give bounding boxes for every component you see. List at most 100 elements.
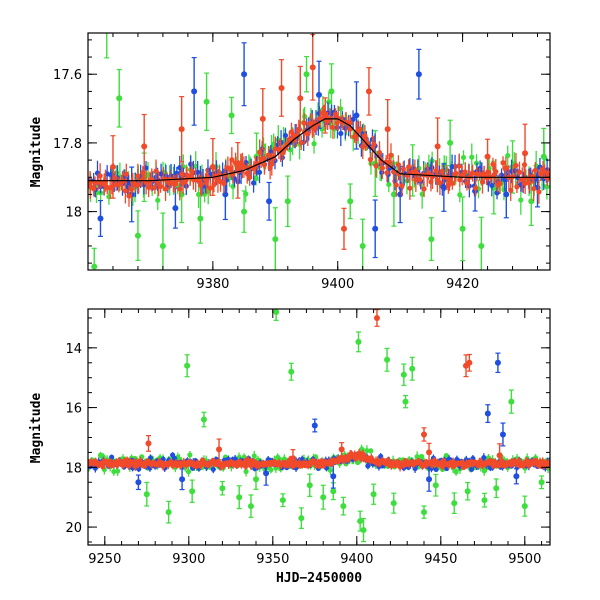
green-outlier-point	[189, 488, 196, 495]
blue-outlier-point	[426, 476, 433, 483]
red-outlier-point	[145, 440, 152, 447]
green-data-point	[505, 152, 511, 159]
green-outlier-point	[400, 371, 407, 378]
green-outlier-point	[340, 503, 347, 510]
green-outlier-point	[478, 242, 485, 249]
red-outlier-point	[141, 143, 148, 150]
red-data-point	[360, 143, 366, 150]
red-outlier-point	[340, 225, 347, 232]
green-outlier-point	[447, 139, 454, 146]
blue-data-point	[210, 466, 216, 472]
green-outlier-point	[320, 494, 327, 501]
x-tick-label: 9400	[340, 552, 373, 567]
green-data-point	[364, 447, 370, 454]
red-data-point	[456, 163, 462, 169]
red-data-point	[537, 171, 543, 177]
red-data-point	[464, 180, 470, 186]
green-outlier-point	[508, 398, 515, 405]
red-data-point	[531, 186, 537, 192]
red-data-point	[400, 166, 406, 172]
red-data-point	[429, 174, 436, 180]
x-tick-label: 9400	[321, 277, 354, 292]
red-data-point	[373, 163, 379, 169]
red-data-point	[334, 120, 340, 126]
red-data-point	[305, 131, 311, 137]
y-tick-label: 20	[65, 521, 82, 536]
green-data-point	[311, 141, 317, 147]
red-data-point	[388, 152, 394, 158]
green-outlier-point	[459, 225, 466, 232]
top-axis-frame	[87, 32, 551, 271]
blue-outlier-point	[172, 205, 179, 212]
red-data-point	[298, 140, 304, 146]
red-outlier-point	[421, 431, 427, 438]
green-outlier-point	[540, 153, 547, 160]
red-data-point	[514, 184, 520, 190]
red-data-point	[462, 169, 468, 175]
y-tick-label: 18	[65, 461, 82, 476]
green-data-point	[518, 197, 524, 203]
red-data-point	[395, 162, 401, 168]
blue-data-point	[350, 116, 356, 122]
blue-outlier-point	[316, 91, 322, 98]
red-data-point	[457, 177, 463, 183]
red-outlier-point	[278, 84, 285, 91]
green-outlier-point	[330, 488, 337, 495]
red-data-point	[508, 187, 514, 193]
green-outlier-point	[402, 398, 409, 405]
red-data-point	[241, 164, 247, 170]
green-outlier-point	[159, 242, 166, 249]
green-data-point	[327, 467, 333, 473]
red-outlier-point	[209, 163, 216, 170]
blue-outlier-point	[263, 470, 270, 477]
red-data-point	[317, 115, 323, 122]
red-data-point	[417, 177, 423, 183]
red-data-point	[490, 161, 496, 167]
x-tick-label: 9300	[172, 552, 205, 567]
y-tick-label: 16	[65, 402, 82, 417]
blue-outlier-point	[494, 359, 501, 366]
top-ticks: 9380 9400 9420 17.6 17.8 18	[53, 33, 550, 292]
blue-outlier-point	[499, 431, 506, 438]
red-outlier-point	[297, 95, 304, 102]
green-outlier-point	[200, 416, 207, 423]
blue-outlier-point	[241, 71, 248, 78]
red-data-point	[149, 177, 155, 183]
red-data-point	[332, 111, 339, 117]
x-tick-label: 9500	[508, 552, 541, 567]
blue-data-point	[494, 190, 500, 196]
green-outlier-point	[303, 71, 310, 78]
green-outlier-point	[197, 215, 204, 222]
red-data-point	[97, 173, 103, 179]
top-plot-area	[88, 33, 550, 270]
green-series	[88, 309, 550, 543]
red-data-point	[316, 463, 323, 469]
red-data-point	[126, 193, 132, 199]
red-data-point	[123, 171, 129, 177]
green-outlier-point	[528, 198, 535, 205]
blue-data-point	[469, 466, 475, 472]
red-outlier-point	[434, 143, 441, 150]
y-tick-label: 18	[65, 206, 82, 221]
green-outlier-point	[451, 500, 458, 507]
red-data-point	[379, 165, 385, 171]
green-outlier-point	[390, 191, 397, 198]
bottom-ticks: 9250 9300 9350 9400 9450 9500 14 16 18 20	[65, 309, 550, 567]
red-data-point	[229, 157, 235, 163]
red-outlier-point	[322, 112, 329, 119]
red-data-point	[152, 184, 158, 191]
red-data-point	[199, 181, 205, 187]
green-outlier-point	[409, 365, 416, 372]
data-layer	[88, 309, 550, 543]
green-data-point	[368, 448, 374, 454]
blue-data-point	[251, 180, 257, 186]
bottom-axis-frame	[87, 308, 551, 546]
green-outlier-point	[241, 208, 248, 215]
blue-data-point	[174, 170, 180, 176]
y-tick-label: 17.8	[53, 137, 82, 152]
green-data-point	[469, 154, 475, 160]
red-outlier-point	[522, 150, 529, 157]
x-tick-label: 9420	[446, 277, 479, 292]
blue-outlier-point	[513, 473, 520, 480]
green-outlier-point	[116, 95, 123, 102]
